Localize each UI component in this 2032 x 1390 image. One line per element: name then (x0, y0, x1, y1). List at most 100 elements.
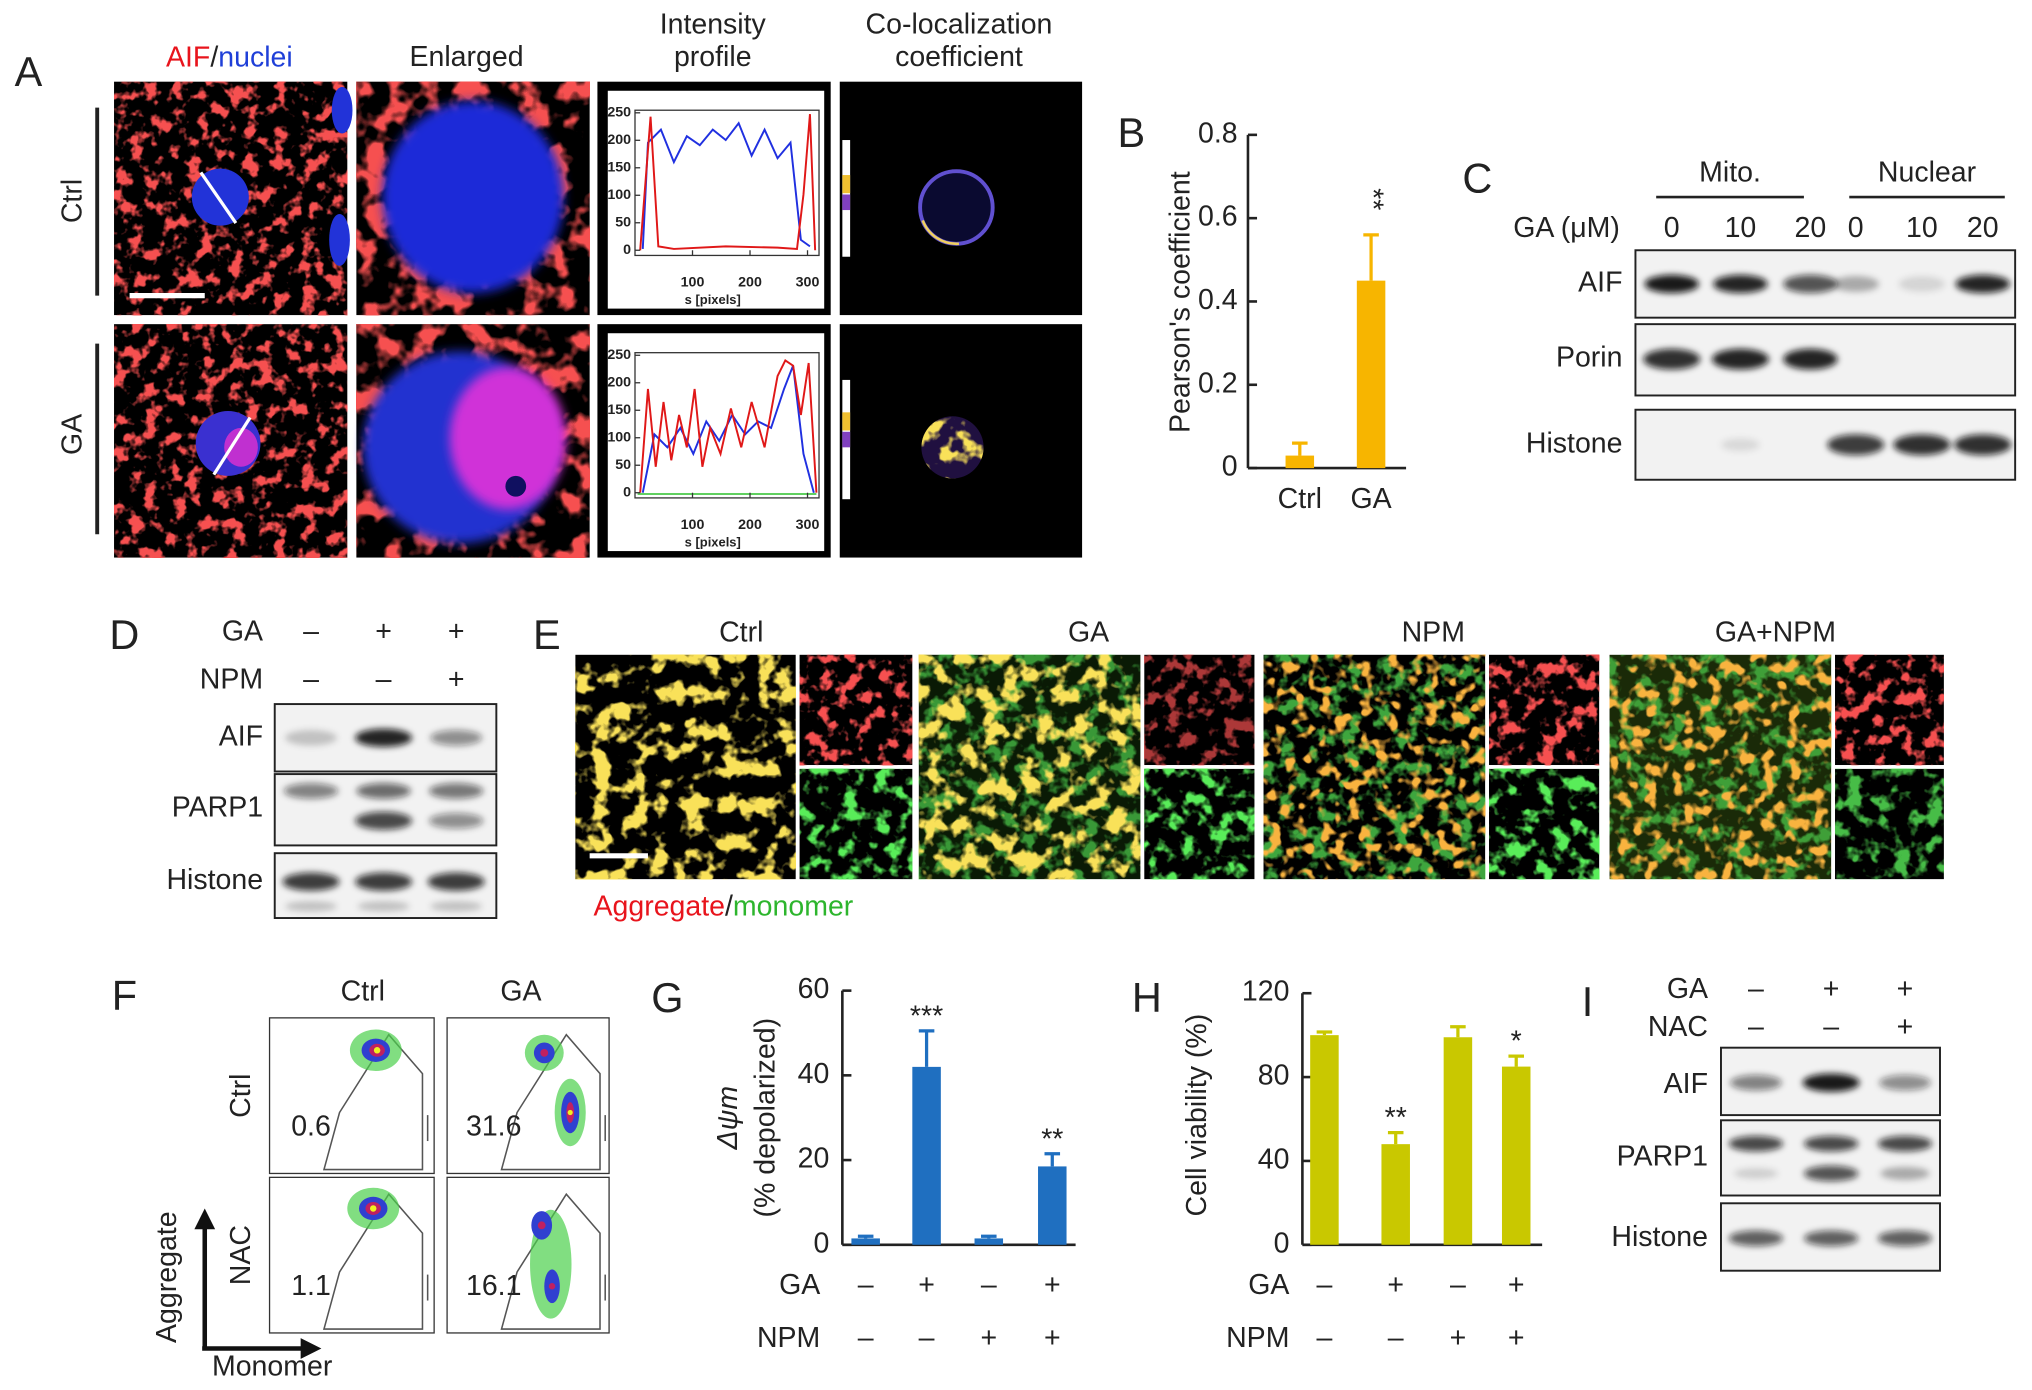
y-tick-label: 40 (798, 1058, 830, 1090)
panel-d-blot-g-ellipse (357, 901, 410, 912)
panel-a-images-rect (921, 416, 983, 478)
panel-d-blot-g-ellipse (430, 901, 483, 912)
bar (1310, 1035, 1339, 1245)
legend-part: monomer (733, 890, 854, 922)
condition-sign: + (1897, 1011, 1914, 1043)
column-title: GA (500, 976, 541, 1008)
x-tick-label: 100 (681, 274, 705, 290)
x-axis-label: Monomer (212, 1350, 333, 1382)
percentage: 0.6 (291, 1111, 331, 1143)
significance: ** (1041, 1123, 1063, 1155)
panel-i-blot (1720, 1046, 1941, 1272)
dose: 20 (1795, 212, 1827, 244)
panel-d-blot-g (282, 728, 485, 912)
condition-sign: – (303, 615, 319, 647)
panel-c-blot-g-ellipse (1898, 276, 1946, 292)
panel-label: A (15, 48, 43, 95)
panel-a-images-circle (191, 168, 249, 226)
panel-i-blot-g (1728, 1073, 1933, 1247)
dose: 20 (1967, 212, 1999, 244)
panel-f-plots-g (347, 1029, 586, 1319)
condition-sign: – (981, 1269, 997, 1301)
panel-c-blot-g-ellipse (1644, 274, 1699, 294)
panel-f-plots-g-circle (369, 1205, 377, 1212)
x-tick-label: GA (1350, 483, 1391, 515)
y-tick-label: 150 (607, 160, 631, 176)
dose-label: GA (μM) (1513, 212, 1620, 244)
panel-c-blot-g-ellipse (1832, 276, 1880, 292)
dose: 10 (1906, 212, 1938, 244)
y-tick-label: 0.6 (1198, 201, 1238, 233)
bar (1381, 1144, 1410, 1245)
panel-f-plots-g-polygon (500, 1192, 601, 1330)
row-label: GA (56, 414, 88, 455)
y-tick-label: 0 (623, 484, 631, 500)
y-tick-label: 20 (798, 1143, 830, 1175)
y-tick-label: 150 (607, 402, 631, 418)
panel-a-images-ellipse (449, 366, 567, 510)
panel-d-blot-g-ellipse (356, 783, 411, 799)
x-tick-label: 300 (796, 517, 820, 533)
panel-e-images-rect (1835, 654, 1944, 766)
panel-d-blot-g-ellipse (282, 872, 340, 891)
panel-d-blot-g-ellipse (355, 811, 413, 830)
panel-e-images-rect (1609, 654, 1832, 880)
dose: 0 (1664, 212, 1680, 244)
panel-i-blot-g-ellipse (1877, 1135, 1933, 1152)
panel-i-blot-g-ellipse (1880, 1166, 1930, 1180)
condition-name: NPM (757, 1322, 820, 1354)
panel-label: E (533, 611, 561, 658)
x-tick-label: 300 (796, 274, 820, 290)
x-tick-label: 200 (738, 517, 762, 533)
panel-c-blot-g-ellipse (1827, 434, 1885, 456)
condition-name: GA (1248, 1269, 1289, 1301)
x-tick-label: Ctrl (1278, 483, 1322, 515)
condition-sign: – (1450, 1269, 1466, 1301)
panel-f-plots-g-circle (540, 1048, 549, 1057)
y-tick-label: 200 (607, 132, 631, 148)
error-bar (857, 1234, 874, 1239)
y-tick-label: 120 (1242, 976, 1290, 1008)
condition-sign: + (448, 615, 465, 647)
condition-sign: + (1508, 1269, 1525, 1301)
condition-name: NAC (1648, 1011, 1708, 1043)
panel-e-images-rect (1835, 768, 1944, 880)
column-title: Enlarged (409, 41, 523, 73)
condition-sign: – (858, 1269, 874, 1301)
panel-label: I (1582, 978, 1594, 1025)
error-bar (1450, 1025, 1466, 1038)
panel-i-blot-g-ellipse (1879, 1074, 1931, 1091)
condition-sign: + (1897, 973, 1914, 1005)
panel-f-plots-g-circle (537, 1221, 546, 1230)
significance: ** (1357, 188, 1389, 210)
panel-c-blot-g-ellipse (1783, 274, 1838, 294)
panel-d-blot-g-ellipse (285, 901, 337, 912)
panel-a-images-ellipse (331, 86, 353, 134)
panel-a-images-polyline (641, 121, 811, 250)
condition-sign: – (1317, 1322, 1333, 1354)
x-tick-label: 200 (738, 274, 762, 290)
y-tick-label: 0 (1274, 1227, 1290, 1259)
row-label: Histone (166, 864, 263, 896)
condition-sign: – (919, 1322, 935, 1354)
y-tick-label: 0 (1222, 451, 1238, 483)
group-label: Nuclear (1878, 156, 1977, 188)
panel-a-images-ellipse (224, 427, 258, 467)
panel-f-plots-g-circle (373, 1047, 381, 1054)
panel-a-images-line (199, 171, 238, 224)
y-axis-label: Δψm (712, 1086, 744, 1151)
panel-i-blot-g-ellipse (1733, 1168, 1778, 1179)
panel-e-images-rect (799, 768, 913, 880)
panel-i-blot-g-ellipse (1803, 1135, 1859, 1152)
condition-sign: + (1044, 1322, 1061, 1354)
panel-d-blot-g-ellipse (355, 728, 413, 747)
panel-f-plots-g-polygon (322, 1033, 424, 1171)
panel-label: F (112, 971, 137, 1018)
legend: Aggregate/monomer (594, 890, 854, 922)
panel-a-images-rect (842, 194, 851, 211)
column-title: Ctrl (341, 976, 385, 1008)
condition-sign: – (1388, 1322, 1404, 1354)
condition-sign: – (1823, 1011, 1839, 1043)
panel-c-blot-g (1643, 274, 2012, 456)
column-title-part: / (210, 41, 218, 73)
